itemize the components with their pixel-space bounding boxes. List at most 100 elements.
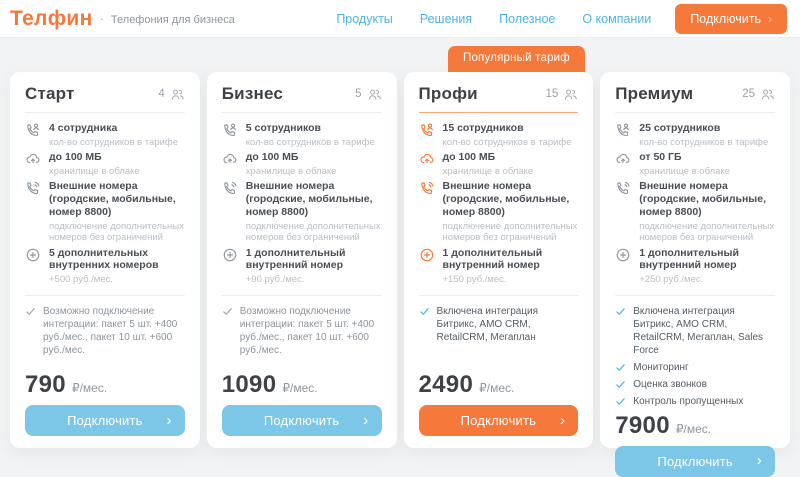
connect-button[interactable]: Подключить ›: [221, 405, 382, 436]
price: 2490 ₽/мес.: [419, 371, 579, 399]
header-connect-button[interactable]: Подключить ›: [675, 3, 787, 34]
divider: [615, 112, 775, 113]
feature-internal-numbers: 1 дополнительный внутренний номер +90 руб…: [222, 247, 382, 286]
extras-list: Включена интеграция Битрикс, АМО CRM, Re…: [419, 305, 579, 348]
price-unit: ₽/мес.: [479, 381, 515, 395]
extra-item-integration: Включена интеграция Битрикс, АМО CRM, Re…: [615, 305, 775, 357]
price: 7900 ₽/мес.: [615, 412, 775, 440]
extra-item: Возможно подключение интеграции: пакет 5…: [222, 305, 382, 357]
check-icon: [616, 397, 626, 405]
plus-circle-icon: [420, 248, 433, 261]
divider: [221, 112, 382, 113]
nav-item-useful[interactable]: Полезное: [499, 11, 556, 26]
logo: Телфин: [10, 6, 93, 30]
logo-separator: ·: [99, 11, 104, 26]
pricing-section: Популярный тариф Старт 4 4 сотрудника кол…: [0, 38, 800, 477]
nav-item-products[interactable]: Продукты: [336, 11, 393, 26]
feature-list: 4 сотрудника кол-во сотрудников в тарифе …: [25, 122, 185, 289]
phone-user-icon: [223, 123, 236, 137]
price-amount: 2490: [418, 371, 474, 398]
plan-card-start: Старт 4 4 сотрудника кол-во сотрудников в…: [10, 72, 200, 448]
feature-external-numbers: Внешние номера (городские, мобильные, но…: [222, 180, 382, 243]
extra-item: Возможно подключение интеграции: пакет 5…: [25, 305, 185, 357]
feature-external-numbers: Внешние номера (городские, мобильные, но…: [419, 180, 579, 243]
extra-item-call-rating: Оценка звонков: [615, 378, 775, 391]
price-amount: 7900: [615, 411, 670, 439]
plan-title: Старт: [25, 84, 75, 103]
extras-list: Возможно подключение интеграции: пакет 5…: [222, 305, 382, 361]
plus-circle-icon: [223, 248, 237, 261]
cloud-upload-icon: [419, 154, 433, 164]
feature-internal-numbers: 1 дополнительный внутренний номер +150 ру…: [419, 247, 579, 286]
top-bar: Телфин · Телефония для бизнеса Продукты …: [0, 0, 800, 38]
phone-ring-icon: [420, 182, 434, 195]
cloud-upload-icon: [223, 154, 237, 164]
feature-list: 5 сотрудников кол-во сотрудников в тарифе…: [222, 122, 382, 289]
nav-item-solutions[interactable]: Решения: [419, 11, 473, 26]
extras-list: Возможно подключение интеграции: пакет 5…: [25, 305, 185, 361]
extra-item-missed-calls: Контроль пропущенных: [615, 395, 775, 408]
phone-user-icon: [617, 123, 630, 137]
divider: [418, 294, 579, 296]
plan-card-profi: Профи 15 15 сотрудников кол-во сотруднико…: [403, 72, 594, 448]
extras-list: Включена интеграция Битрикс, АМО CRM, Re…: [615, 305, 775, 412]
feature-storage: до 100 МБ хранилище в облаке: [419, 151, 579, 177]
extra-item-monitoring: Мониторинг: [615, 361, 775, 374]
users-icon: [761, 89, 774, 100]
check-icon: [419, 307, 429, 315]
check-icon: [222, 307, 232, 315]
phone-ring-icon: [223, 182, 237, 195]
phone-user-icon: [420, 123, 433, 137]
price-unit: ₽/мес.: [675, 421, 712, 436]
check-icon: [616, 363, 626, 371]
divider: [615, 294, 775, 296]
tagline: Телефония для бизнеса: [110, 13, 235, 26]
connect-button[interactable]: Подключить ›: [615, 445, 775, 477]
feature-internal-numbers: 1 дополнительный внутренний номер +250 ру…: [615, 247, 775, 286]
connect-button[interactable]: Подключить ›: [418, 405, 579, 436]
feature-employees: 25 сотрудников кол-во сотрудников в тариф…: [615, 122, 775, 148]
divider: [221, 294, 382, 296]
plan-card-business: Бизнес 5 5 сотрудников кол-во сотрудников…: [206, 72, 397, 448]
feature-external-numbers: Внешние номера (городские, мобильные, но…: [615, 180, 775, 243]
plan-user-count: 25: [742, 87, 775, 102]
plus-circle-icon: [616, 248, 630, 261]
price-unit: ₽/мес.: [282, 381, 318, 395]
connect-button[interactable]: Подключить ›: [25, 405, 185, 436]
chevron-right-icon: ›: [768, 11, 772, 26]
users-icon: [368, 89, 381, 100]
divider: [25, 294, 185, 296]
price-amount: 1090: [221, 371, 277, 398]
plan-user-count: 5: [355, 87, 381, 102]
plan-title: Профи: [418, 84, 478, 103]
feature-storage: до 100 МБ хранилище в облаке: [25, 151, 185, 177]
divider: [25, 112, 185, 113]
plus-circle-icon: [26, 248, 40, 261]
feature-list: 25 сотрудников кол-во сотрудников в тариф…: [615, 122, 775, 289]
plan-title: Премиум: [615, 84, 694, 103]
chevron-right-icon: ›: [166, 411, 172, 429]
feature-external-numbers: Внешние номера (городские, мобильные, но…: [25, 180, 185, 243]
nav-item-about[interactable]: О компании: [582, 11, 652, 26]
phone-ring-icon: [27, 182, 40, 195]
extra-item: Включена интеграция Битрикс, АМО CRM, Re…: [419, 305, 579, 344]
feature-storage: до 100 МБ хранилище в облаке: [222, 151, 382, 177]
plan-title: Бизнес: [221, 84, 284, 103]
chevron-right-icon: ›: [756, 451, 762, 469]
feature-internal-numbers: 5 дополнительных внутренних номеров +500 …: [25, 247, 185, 286]
phone-ring-icon: [617, 182, 630, 195]
check-icon: [616, 307, 626, 315]
price: 1090 ₽/мес.: [222, 371, 382, 399]
divider: [418, 112, 579, 113]
cloud-upload-icon: [26, 154, 40, 164]
feature-employees: 4 сотрудника кол-во сотрудников в тарифе: [25, 122, 185, 148]
check-icon: [616, 380, 626, 388]
plan-user-count: 4: [158, 87, 184, 102]
phone-user-icon: [27, 123, 39, 137]
plan-card-premium: Премиум 25 25 сотрудников кол-во сотрудни…: [600, 72, 790, 477]
chevron-right-icon: ›: [363, 411, 369, 429]
users-icon: [565, 89, 578, 100]
feature-storage: от 50 ГБ хранилище в облаке: [615, 151, 775, 177]
price: 790 ₽/мес.: [25, 371, 185, 399]
cloud-upload-icon: [616, 154, 630, 164]
